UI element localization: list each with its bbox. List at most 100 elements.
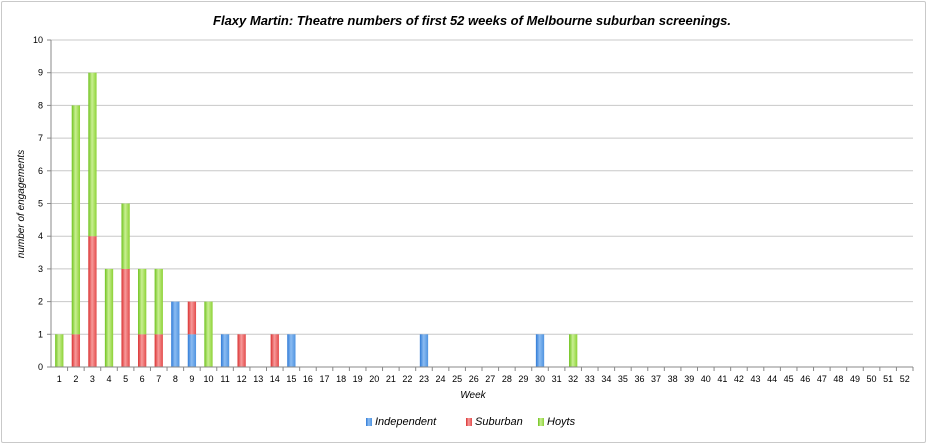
bar-hoyts-week-7 (154, 268, 163, 335)
bar-independent-week-11 (220, 334, 230, 367)
y-tick-label: 1 (38, 329, 43, 339)
x-tick-label: 3 (90, 374, 95, 384)
y-tick-label: 2 (38, 297, 43, 307)
x-tick-label: 48 (833, 374, 843, 384)
y-axis-label: number of engagements (16, 150, 27, 258)
x-tick-label: 23 (419, 374, 429, 384)
bar-suburban-week-5 (121, 268, 130, 367)
x-tick-label: 40 (701, 374, 711, 384)
y-tick-label: 6 (38, 166, 43, 176)
x-tick-label: 16 (303, 374, 313, 384)
bar-independent-week-23 (419, 334, 429, 367)
x-tick-label: 30 (535, 374, 545, 384)
bar-hoyts-week-2 (71, 105, 81, 335)
x-tick-label: 38 (668, 374, 678, 384)
x-tick-label: 28 (502, 374, 512, 384)
bar-independent-week-30 (535, 334, 545, 367)
x-tick-label: 35 (618, 374, 628, 384)
x-tick-label: 43 (751, 374, 761, 384)
x-tick-label: 17 (320, 374, 330, 384)
y-tick-label: 10 (33, 35, 43, 45)
bar-suburban-week-9 (187, 301, 197, 335)
x-tick-label: 18 (336, 374, 346, 384)
bar-suburban-week-12 (237, 334, 246, 367)
x-tick-label: 9 (189, 374, 194, 384)
bar-hoyts-week-4 (104, 268, 114, 367)
x-tick-label: 8 (173, 374, 178, 384)
bar-hoyts-week-6 (138, 268, 147, 335)
x-tick-label: 46 (800, 374, 810, 384)
x-axis-label: Week (460, 390, 486, 401)
x-tick-label: 4 (107, 374, 112, 384)
x-tick-label: 5 (123, 374, 128, 384)
x-tick-label: 26 (469, 374, 479, 384)
x-tick-label: 52 (900, 374, 910, 384)
x-tick-label: 42 (734, 374, 744, 384)
x-tick-label: 15 (286, 374, 296, 384)
bar-hoyts-week-1 (55, 334, 64, 367)
legend-swatch-hoyts (538, 418, 544, 426)
y-tick-label: 8 (38, 100, 43, 110)
y-tick-label: 9 (38, 68, 43, 78)
x-tick-label: 36 (634, 374, 644, 384)
bar-independent-week-9 (187, 334, 197, 367)
x-tick-label: 31 (552, 374, 562, 384)
x-tick-label: 6 (140, 374, 145, 384)
bar-suburban-week-2 (71, 334, 81, 367)
x-tick-label: 22 (402, 374, 412, 384)
x-tick-label: 34 (601, 374, 611, 384)
x-tick-label: 27 (485, 374, 495, 384)
legend-swatch-independent (366, 418, 372, 426)
x-tick-label: 2 (73, 374, 78, 384)
x-axis-ticks: 1 2 3 4 5 6 7 8 9 10 11 12 13 14 15 16 17 18 19 20 21 22 23 24 2… (57, 367, 914, 384)
legend-swatch-suburban (466, 418, 472, 426)
bar-hoyts-week-5 (121, 203, 130, 269)
y-tick-label: 3 (38, 264, 43, 274)
bar-suburban-week-6 (138, 334, 147, 367)
legend-label-suburban: Suburban (475, 416, 523, 428)
legend-label-hoyts: Hoyts (547, 416, 576, 428)
bar-hoyts-week-3 (88, 72, 97, 237)
x-tick-label: 50 (867, 374, 877, 384)
legend: Independent Suburban Hoyts (366, 416, 576, 428)
bar-hoyts-week-32 (569, 334, 578, 367)
x-tick-label: 44 (767, 374, 777, 384)
x-tick-label: 33 (585, 374, 595, 384)
legend-label-independent: Independent (375, 416, 437, 428)
x-tick-label: 10 (203, 374, 213, 384)
bar-independent-week-8 (171, 301, 180, 367)
x-tick-label: 41 (717, 374, 727, 384)
bar-hoyts-week-10 (204, 301, 213, 367)
y-tick-label: 5 (38, 199, 43, 209)
bars (55, 72, 578, 367)
x-tick-label: 49 (850, 374, 860, 384)
x-tick-label: 51 (883, 374, 893, 384)
x-tick-label: 45 (784, 374, 794, 384)
x-tick-label: 19 (353, 374, 363, 384)
gridlines (51, 39, 913, 335)
x-tick-label: 24 (436, 374, 446, 384)
chart-title: Flaxy Martin: Theatre numbers of first 5… (213, 13, 731, 28)
x-tick-label: 1 (57, 374, 62, 384)
y-tick-label: 0 (38, 362, 43, 372)
x-tick-label: 11 (220, 374, 229, 384)
y-tick-label: 4 (38, 231, 43, 241)
x-tick-label: 13 (253, 374, 263, 384)
x-tick-label: 14 (270, 374, 280, 384)
bar-suburban-week-7 (154, 334, 163, 367)
x-tick-label: 20 (369, 374, 379, 384)
bar-suburban-week-14 (270, 334, 279, 367)
y-tick-label: 7 (38, 133, 43, 143)
bar-suburban-week-3 (88, 236, 97, 367)
bar-independent-week-15 (287, 334, 296, 367)
x-tick-label: 29 (518, 374, 528, 384)
x-tick-label: 39 (684, 374, 694, 384)
x-tick-label: 37 (651, 374, 661, 384)
x-tick-label: 21 (386, 374, 396, 384)
x-tick-label: 12 (237, 374, 247, 384)
x-tick-label: 7 (156, 374, 161, 384)
x-tick-label: 32 (568, 374, 578, 384)
x-tick-label: 25 (452, 374, 462, 384)
